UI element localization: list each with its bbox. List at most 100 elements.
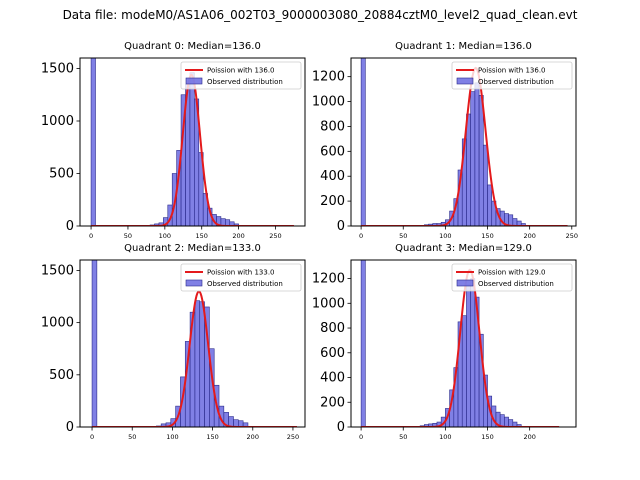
- histogram-bar: [478, 95, 484, 226]
- poisson-curve: [92, 290, 297, 427]
- x-tick-label: 250: [287, 433, 299, 441]
- histogram-bar: [242, 422, 249, 427]
- quadrant-3-title: Quadrant 3: Median=129.0: [395, 243, 532, 254]
- x-tick-label: 200: [523, 232, 535, 240]
- legend-label: Poission with 136.0: [478, 67, 546, 75]
- y-tick-label: 0: [337, 219, 345, 234]
- legend-box: [180, 263, 302, 292]
- y-tick-label: 800: [320, 119, 345, 134]
- x-tick-label: 50: [399, 433, 407, 441]
- quadrant-1-plot-area: [360, 58, 568, 226]
- y-tick-label: 1200: [312, 272, 345, 287]
- legend-bar-swatch: [185, 77, 203, 85]
- axes-frame: [79, 259, 306, 428]
- y-tick-label: 1000: [41, 114, 74, 129]
- x-tick-label: 50: [124, 232, 132, 240]
- legend-label: Observed distribution: [478, 78, 554, 86]
- x-tick-label: 100: [166, 433, 178, 441]
- quadrant-1-title: Quadrant 1: Median=136.0: [395, 41, 532, 52]
- histogram-bar: [516, 424, 522, 427]
- axes-frame: [350, 259, 577, 428]
- y-tick-label: 500: [49, 368, 74, 383]
- legend: Poission with 129.0 Observed distribution: [451, 263, 573, 292]
- legend-bar-swatch: [185, 279, 203, 287]
- x-tick-label: 150: [206, 433, 218, 441]
- x-tick-label: 150: [481, 232, 493, 240]
- histogram-bar: [483, 144, 488, 226]
- legend-label: Observed distribution: [478, 280, 554, 288]
- quadrant-3-plot-area: [360, 260, 560, 427]
- y-tick-label: 0: [337, 420, 345, 435]
- x-tick-label: 50: [399, 232, 407, 240]
- x-tick-label: 100: [159, 232, 171, 240]
- histogram-bar: [508, 214, 514, 226]
- histogram-bar: [199, 301, 205, 427]
- x-tick-label: 0: [359, 433, 363, 441]
- x-tick-label: 250: [269, 232, 281, 240]
- histogram-bar: [474, 82, 480, 226]
- histogram-bar: [466, 284, 471, 427]
- histogram-bar: [189, 72, 195, 226]
- x-tick-label: 0: [89, 232, 93, 240]
- histogram-bar: [194, 300, 201, 427]
- histogram-bar: [90, 58, 96, 226]
- x-tick-label: 0: [90, 433, 94, 441]
- legend-bar-swatch: [456, 77, 474, 85]
- x-tick-label: 200: [232, 232, 244, 240]
- histogram-bar: [470, 278, 476, 427]
- legend-label: Poission with 136.0: [207, 67, 275, 75]
- y-tick-label: 600: [320, 144, 345, 159]
- x-tick-label: 200: [247, 433, 259, 441]
- legend-label: Poission with 133.0: [207, 269, 275, 277]
- y-tick-label: 1200: [312, 70, 345, 85]
- legend: Poission with 136.0 Observed distribution: [180, 61, 302, 90]
- histogram-bar: [360, 260, 366, 427]
- y-tick-label: 0: [66, 420, 74, 435]
- axes-frame: [350, 57, 577, 227]
- legend-label: Observed distribution: [207, 280, 283, 288]
- x-tick-label: 50: [128, 433, 136, 441]
- y-tick-label: 1000: [41, 316, 74, 331]
- legend-label: Poission with 129.0: [478, 269, 546, 277]
- x-tick-label: 200: [523, 433, 535, 441]
- histogram-bar: [461, 315, 467, 427]
- figure-title: Data file: modeM0/AS1A06_002T03_90000030…: [62, 8, 578, 22]
- legend-box: [451, 263, 573, 292]
- x-tick-label: 100: [439, 232, 451, 240]
- y-tick-label: 0: [66, 219, 74, 234]
- poisson-curve: [361, 66, 568, 226]
- axes-frame: [79, 57, 306, 227]
- histogram-bar: [512, 218, 518, 226]
- x-tick-label: 0: [359, 232, 363, 240]
- x-tick-label: 150: [196, 232, 208, 240]
- x-tick-label: 150: [481, 433, 493, 441]
- histogram-bar: [487, 184, 493, 226]
- legend: Poission with 133.0 Observed distribution: [180, 263, 302, 292]
- poisson-curve: [361, 268, 560, 427]
- y-tick-label: 200: [320, 194, 345, 209]
- legend-label: Observed distribution: [207, 78, 283, 86]
- y-tick-label: 1000: [312, 296, 345, 311]
- y-tick-label: 500: [49, 167, 74, 182]
- histogram-bar: [466, 113, 471, 226]
- legend: Poission with 136.0 Observed distribution: [451, 61, 573, 90]
- x-tick-label: 250: [566, 232, 578, 240]
- quadrant-1-panel: 0 50 100 150 200 250 0 200 400 600 800 1000 1200 Quad…: [312, 41, 578, 240]
- quadrant-3-panel: 0 50 100 150 200 0 200 400 600 800 1000 1200 Quadran…: [312, 243, 577, 441]
- quadrant-0-panel: 0 50 100 150 200 250 0 500 1000 1500 Quadrant 0: M…: [41, 41, 306, 240]
- y-tick-label: 1500: [41, 263, 74, 278]
- histogram-bar: [91, 260, 98, 427]
- legend-box: [451, 61, 573, 90]
- quadrant-2-panel: 0 50 100 150 200 250 0 500 1000 1500 Quadrant 2: M…: [41, 243, 306, 441]
- histogram-bar: [470, 91, 476, 226]
- y-tick-label: 1500: [41, 62, 74, 77]
- y-tick-label: 600: [320, 346, 345, 361]
- legend-bar-swatch: [456, 279, 474, 287]
- histogram-bar: [360, 58, 366, 226]
- histogram-bar: [508, 419, 514, 427]
- y-tick-label: 800: [320, 321, 345, 336]
- y-tick-label: 400: [320, 371, 345, 386]
- quadrant-0-title: Quadrant 0: Median=136.0: [124, 41, 261, 52]
- y-tick-label: 1000: [312, 95, 345, 110]
